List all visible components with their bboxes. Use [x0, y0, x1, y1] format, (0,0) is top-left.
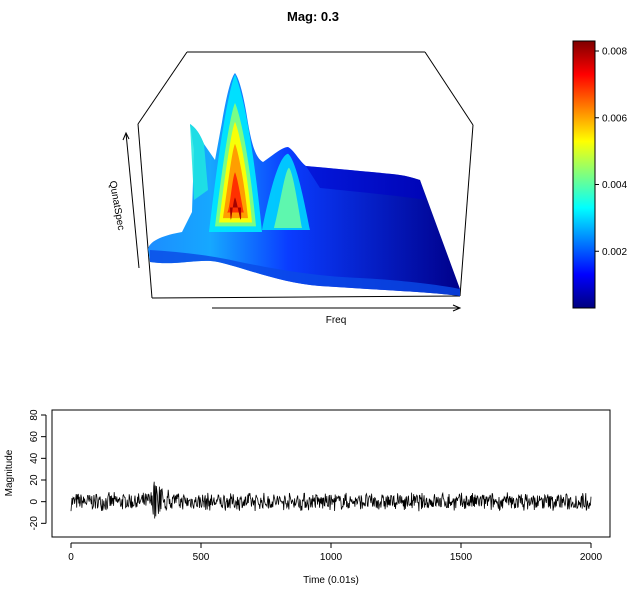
colorbar-tick-label: 0.002 — [602, 247, 627, 258]
surface-peak-layer — [230, 197, 242, 220]
surface-secondary-peak-core — [274, 167, 302, 228]
surface-floor — [150, 250, 460, 296]
surface-peak-layer — [227, 172, 244, 213]
box-edge — [151, 295, 461, 299]
freq-axis-label: Freq — [326, 315, 347, 326]
x-tick-label: 1500 — [450, 552, 473, 563]
surface-edge-ridge — [190, 124, 208, 200]
y-tick-label: 80 — [29, 409, 40, 421]
box-edge — [137, 123, 153, 299]
y-tick-label: 40 — [29, 452, 40, 464]
surface-box — [137, 51, 474, 299]
time-axis-label: Time (0.01s) — [303, 575, 359, 586]
magnitude-axis-label: Magnitude — [4, 449, 15, 496]
colorbar-tick-label: 0.004 — [602, 180, 627, 191]
y-tick-label: 60 — [29, 431, 40, 443]
magnitude-series-line — [70, 481, 592, 519]
surface-title: Mag: 0.3 — [287, 9, 339, 24]
y-tick-label: -20 — [29, 516, 40, 531]
x-tick-label: 500 — [193, 552, 210, 563]
y-tick-label: 20 — [29, 474, 40, 486]
colorbar-tick-label: 0.008 — [602, 47, 627, 58]
colorbar: 0.002 0.004 0.006 0.008 — [572, 40, 627, 309]
quantspec-axis-arrow — [122, 131, 140, 269]
quantspec-axis-label: QunatSpec — [107, 180, 127, 231]
box-edge — [459, 124, 474, 297]
surface-mid-band — [306, 166, 426, 200]
freq-axis-arrow — [212, 304, 462, 312]
plot-frame — [51, 409, 611, 538]
box-edge — [137, 51, 188, 125]
surface-plot — [148, 73, 460, 296]
y-tick-label: 0 — [29, 498, 40, 504]
x-tick-label: 2000 — [580, 552, 603, 563]
colorbar-gradient — [572, 40, 596, 309]
x-tick-label: 0 — [68, 552, 74, 563]
x-tick-label: 1000 — [320, 552, 343, 563]
box-edge — [424, 51, 474, 126]
colorbar-tick-label: 0.006 — [602, 113, 627, 124]
time-series-chart: 0 500 1000 1500 2000 -20 0 20 40 60 80 — [29, 409, 611, 563]
